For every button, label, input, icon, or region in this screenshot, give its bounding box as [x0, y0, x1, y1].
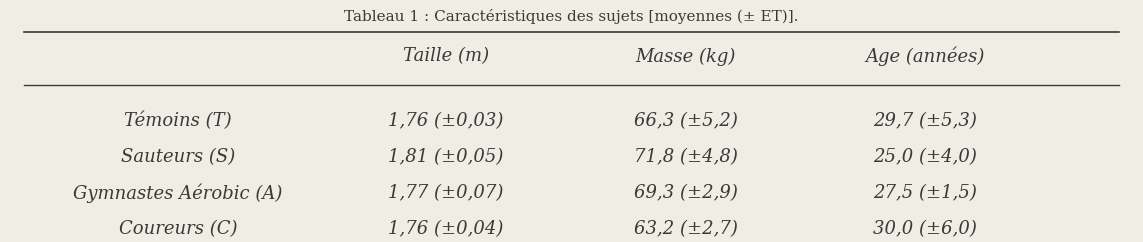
Text: 69,3 (±2,9): 69,3 (±2,9) [633, 184, 737, 202]
Text: Age (années): Age (années) [865, 47, 984, 66]
Text: 30,0 (±6,0): 30,0 (±6,0) [873, 220, 977, 238]
Text: Sauteurs (S): Sauteurs (S) [121, 148, 235, 166]
Text: Taille (m): Taille (m) [403, 47, 489, 65]
Text: Tableau 1 : Caractéristiques des sujets [moyennes (± ET)].: Tableau 1 : Caractéristiques des sujets … [344, 8, 799, 23]
Text: 29,7 (±5,3): 29,7 (±5,3) [873, 112, 977, 130]
Text: 71,8 (±4,8): 71,8 (±4,8) [633, 148, 737, 166]
Text: Masse (kg): Masse (kg) [636, 47, 736, 66]
Text: 1,77 (±0,07): 1,77 (±0,07) [389, 184, 504, 202]
Text: Gymnastes Aérobic (A): Gymnastes Aérobic (A) [73, 183, 282, 203]
Text: 25,0 (±4,0): 25,0 (±4,0) [873, 148, 977, 166]
Text: 66,3 (±5,2): 66,3 (±5,2) [633, 112, 737, 130]
Text: 1,76 (±0,04): 1,76 (±0,04) [389, 220, 504, 238]
Text: Coureurs (C): Coureurs (C) [119, 220, 238, 238]
Text: Témoins (T): Témoins (T) [125, 112, 232, 130]
Text: 1,81 (±0,05): 1,81 (±0,05) [389, 148, 504, 166]
Text: 63,2 (±2,7): 63,2 (±2,7) [633, 220, 737, 238]
Text: 27,5 (±1,5): 27,5 (±1,5) [873, 184, 977, 202]
Text: 1,76 (±0,03): 1,76 (±0,03) [389, 112, 504, 130]
